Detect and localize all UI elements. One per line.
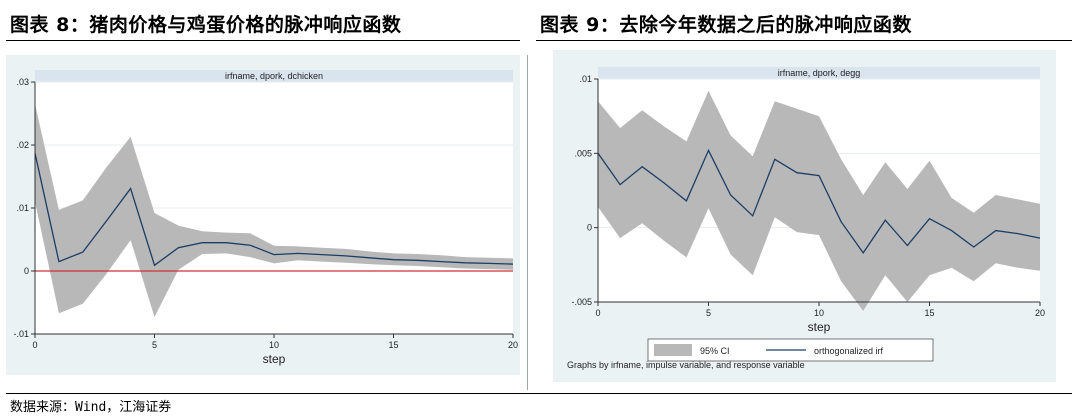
y-tick-label: 0 <box>587 223 592 233</box>
panel-header-bar <box>598 67 1040 79</box>
legend-ci-label: 95% CI <box>700 346 730 356</box>
title-underline-left <box>6 40 520 41</box>
y-tick-label: .03 <box>16 77 29 87</box>
figure-8-title: 图表 8：猪肉价格与鸡蛋价格的脉冲响应函数 <box>10 14 402 36</box>
y-tick-label: .005 <box>574 148 592 158</box>
x-tick-label: 20 <box>508 340 518 350</box>
irf-chart-pork-chicken: irfname, dpork, dchicken-.010.01.02.030 5… <box>6 55 520 375</box>
confidence-band <box>598 90 1040 311</box>
y-tick-label: .02 <box>16 140 29 150</box>
x-tick-label: 15 <box>924 308 934 318</box>
y-tick-label: -.005 <box>571 297 592 307</box>
x-tick-label: 10 <box>269 340 279 350</box>
y-tick-label: .01 <box>16 203 29 213</box>
y-tick-label: 0 <box>24 266 29 276</box>
x-tick-label: 20 <box>1035 308 1045 318</box>
source-rule <box>6 393 1072 394</box>
panel-title: irfname, dpork, degg <box>778 68 861 78</box>
x-tick-label: 5 <box>152 340 157 350</box>
x-axis-label: step <box>808 320 831 334</box>
legend-ci-swatch <box>654 344 692 356</box>
panel-separator <box>527 55 528 390</box>
x-axis-label: step <box>263 352 286 366</box>
x-tick-label: 15 <box>388 340 398 350</box>
irf-line <box>34 153 514 267</box>
x-tick-label: 10 <box>814 308 824 318</box>
y-tick-label: .01 <box>579 74 592 84</box>
figure-9-title: 图表 9：去除今年数据之后的脉冲响应函数 <box>540 14 912 36</box>
x-tick-label: 0 <box>595 308 600 318</box>
legend-irf-label: orthogonalized irf <box>814 346 884 356</box>
x-tick-label: 5 <box>706 308 711 318</box>
panel-header-bar <box>35 70 513 82</box>
x-tick-label: 0 <box>32 340 37 350</box>
graph-note: Graphs by irfname, impulse variable, and… <box>567 360 805 370</box>
title-underline-right <box>536 40 1072 41</box>
panel-title: irfname, dpork, dchicken <box>225 71 323 81</box>
irf-line <box>597 148 1041 255</box>
source-note: 数据来源：Wind，江海证券 <box>10 400 172 415</box>
y-tick-label: -.01 <box>13 329 29 339</box>
